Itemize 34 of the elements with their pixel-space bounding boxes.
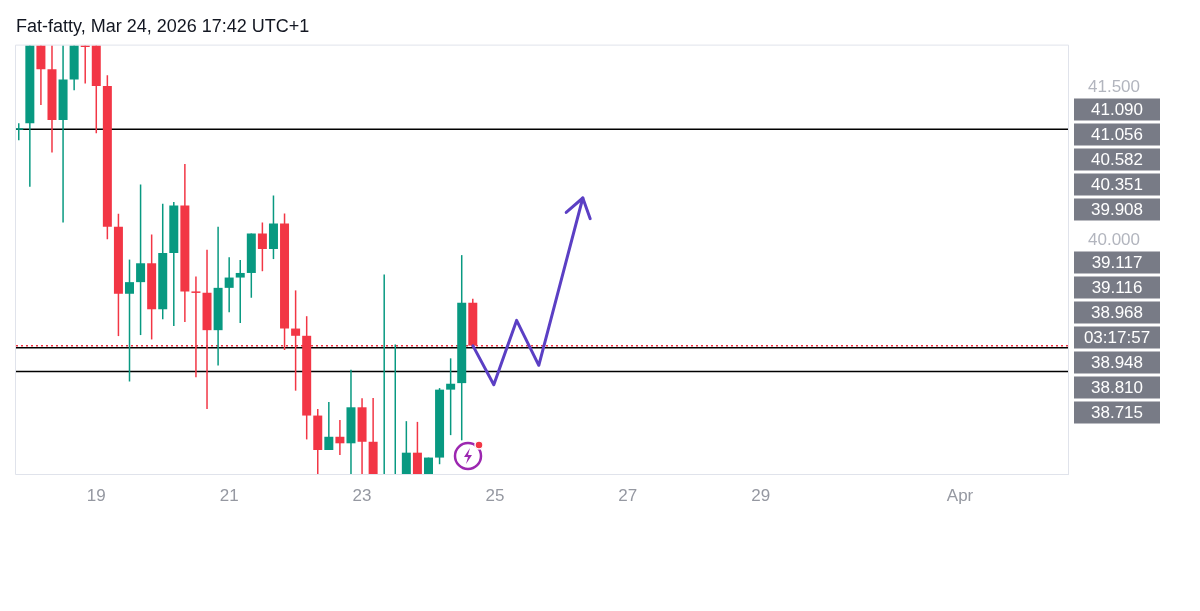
- x-tick-label: 23: [352, 485, 372, 505]
- text: 41.056: [1091, 125, 1143, 145]
- text: 03:17:57: [1083, 328, 1151, 348]
- candlestick: [335, 419, 345, 456]
- chart-title: Fat-fatty, Mar 24, 2026 17:42 UTC+1: [16, 15, 310, 36]
- text: 40.351: [1091, 175, 1143, 195]
- text: 40.582: [1091, 150, 1143, 170]
- x-tick-label: 27: [618, 485, 638, 505]
- text: 38.810: [1091, 378, 1143, 398]
- x-tick-label: 19: [86, 485, 106, 505]
- candlestick: [235, 259, 245, 324]
- candlestick: [446, 357, 456, 436]
- text: 41.090: [1091, 100, 1143, 120]
- text: 38.715: [1091, 403, 1143, 423]
- candlestick: [401, 420, 411, 474]
- y-tick-label: 40.000: [1088, 230, 1140, 250]
- candlestick: [136, 183, 146, 336]
- candlestick: [324, 401, 334, 451]
- text: 38.968: [1091, 303, 1143, 323]
- candlestick: [412, 421, 422, 474]
- y-tick-label: 41.500: [1088, 77, 1140, 97]
- text: 38.948: [1091, 353, 1143, 373]
- candlestick: [257, 221, 267, 272]
- candlestick: [36, 45, 46, 106]
- x-tick-label: 29: [751, 485, 771, 505]
- x-tick-label: Apr: [946, 485, 974, 505]
- x-tick-label: 21: [219, 485, 239, 505]
- x-tick-label: 25: [485, 485, 505, 505]
- candlestick: [16, 122, 24, 141]
- text: 39.116: [1091, 278, 1143, 298]
- candlestick: [224, 256, 234, 313]
- text: 39.908: [1091, 200, 1143, 220]
- candlestick: [125, 258, 135, 383]
- text: 39.117: [1091, 253, 1143, 273]
